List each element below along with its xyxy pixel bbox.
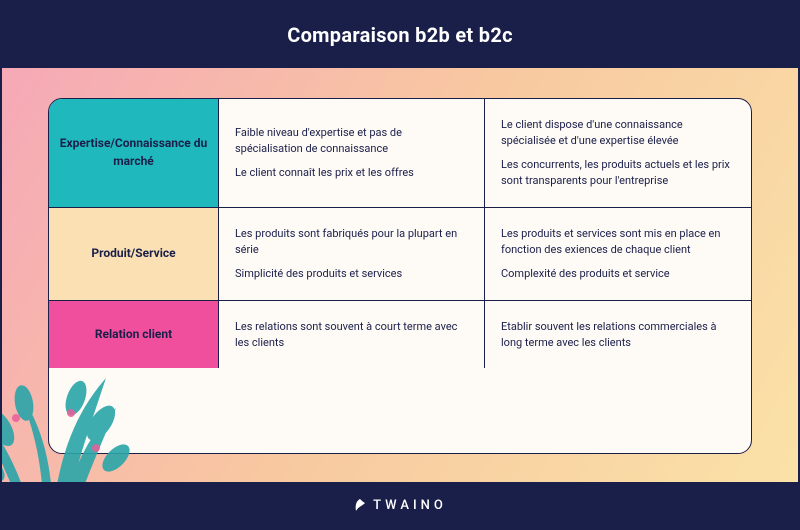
table-row: Produit/Service Les produits sont fabriq… (49, 208, 751, 301)
cell-text: Etablir souvent les relations commercial… (501, 319, 735, 351)
row-label: Expertise/Connaissance du marché (49, 99, 219, 207)
row-label: Produit/Service (49, 208, 219, 300)
row-label: Relation client (49, 301, 219, 369)
cell-b2b: Les produits et services sont mis en pla… (485, 208, 751, 300)
table-row: Relation client Les relations sont souve… (49, 301, 751, 369)
footer-bar: TWAINO (2, 482, 798, 528)
table-row: Expertise/Connaissance du marché Faible … (49, 99, 751, 208)
cell-text: Les produits et services sont mis en pla… (501, 226, 735, 258)
cell-text: Complexité des produits et service (501, 266, 735, 282)
cell-b2c: Faible niveau d'expertise et pas de spéc… (219, 99, 485, 207)
cell-text: Les relations sont souvent à court terme… (235, 319, 468, 351)
cell-text: Faible niveau d'expertise et pas de spéc… (235, 125, 468, 157)
comparison-table: Expertise/Connaissance du marché Faible … (48, 98, 752, 454)
leaf-icon (353, 498, 367, 512)
header-bar: Comparaison b2b et b2c (2, 2, 798, 68)
page-title: Comparaison b2b et b2c (287, 23, 513, 47)
infographic-frame: Comparaison b2b et b2c Expertise/Connais… (0, 0, 800, 530)
cell-b2c: Les produits sont fabriqués pour la plup… (219, 208, 485, 300)
cell-b2b: Le client dispose d'une connaissance spé… (485, 99, 751, 207)
footer-brand: TWAINO (373, 498, 447, 513)
cell-b2c: Les relations sont souvent à court terme… (219, 301, 485, 369)
cell-b2b: Etablir souvent les relations commercial… (485, 301, 751, 369)
cell-text: Le client dispose d'une connaissance spé… (501, 117, 735, 149)
cell-text: Simplicité des produits et services (235, 266, 468, 282)
cell-text: Le client connaît les prix et les offres (235, 165, 468, 181)
cell-text: Les concurrents, les produits actuels et… (501, 157, 735, 189)
cell-text: Les produits sont fabriqués pour la plup… (235, 226, 468, 258)
